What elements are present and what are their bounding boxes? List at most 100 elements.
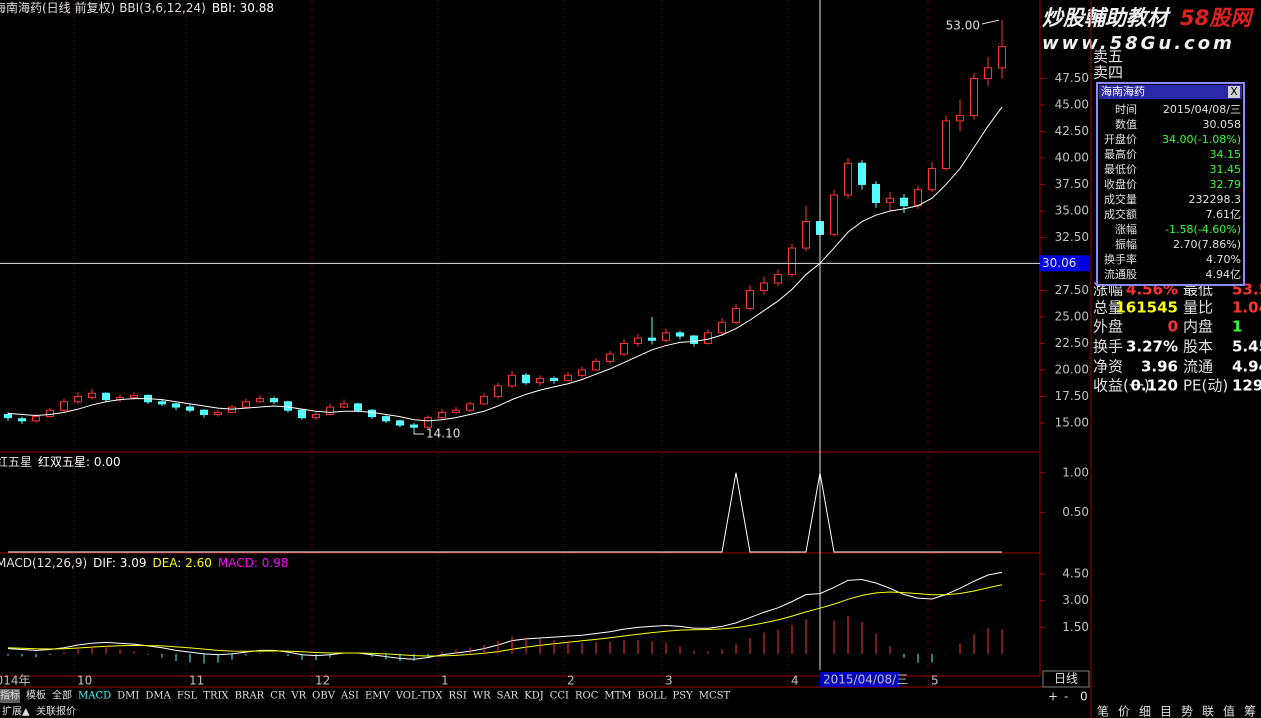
popup-value: 34.15	[1210, 148, 1242, 161]
indicator-tab[interactable]: CR	[270, 691, 286, 702]
side-tab[interactable]: 目	[1160, 705, 1172, 718]
y-tick-label: 42.50	[1055, 124, 1089, 138]
panel-title: MACD(12,26,9)	[0, 556, 87, 570]
popup-label: 流通股	[1104, 267, 1137, 281]
indicator-tab[interactable]: TRIX	[203, 691, 229, 702]
quote-label: 量比	[1183, 299, 1213, 317]
y-tick-label: 27.50	[1055, 283, 1089, 297]
cursor-date: 2015/04/08/三	[823, 673, 908, 687]
candle-body	[998, 46, 1006, 69]
indicator-tab[interactable]: RSI	[448, 691, 466, 702]
bbi-line	[7, 106, 1003, 422]
indicator-tab[interactable]: ROC	[575, 691, 599, 702]
candle-body	[620, 342, 628, 355]
candle-body	[522, 374, 530, 384]
candle-body	[424, 417, 432, 428]
candle-body	[578, 369, 586, 376]
candle-body	[536, 377, 544, 384]
annotation-arrow	[981, 19, 1000, 25]
popup-label: 振幅	[1115, 237, 1137, 251]
candle-body	[928, 168, 936, 191]
zoom-button[interactable]: 0	[1080, 690, 1088, 704]
indicator-tab[interactable]: ASI	[340, 691, 359, 702]
indicator-tab[interactable]: MCST	[699, 691, 731, 702]
indicator-tab[interactable]: VR	[290, 691, 306, 702]
indicator-tab[interactable]: CCI	[550, 691, 569, 702]
info-popup	[1096, 82, 1245, 286]
candle-body	[284, 401, 292, 411]
zoom-button[interactable]: +	[1048, 690, 1058, 704]
period-button[interactable]	[1042, 670, 1090, 688]
x-tick-label: 10	[77, 674, 92, 688]
bottom-tab[interactable]: 关联报价	[36, 705, 76, 718]
candle-body	[200, 409, 208, 415]
side-tab[interactable]: 联	[1202, 705, 1214, 718]
quote-label: 收益(一)	[1093, 377, 1150, 395]
side-tab[interactable]: 值	[1223, 704, 1235, 718]
candle-body	[256, 398, 264, 403]
popup-close[interactable]	[1228, 86, 1240, 98]
indicator-tab[interactable]: SAR	[497, 691, 519, 702]
x-tick-label: 5	[931, 674, 939, 688]
candle-body	[242, 401, 250, 408]
popup-label: 成交额	[1104, 207, 1137, 221]
quote-value: 0	[1168, 318, 1178, 336]
y-tick-label: 15.00	[1055, 415, 1089, 429]
panel-title: 海南海药(日线 前复权)	[0, 0, 115, 15]
period-label[interactable]: 日线	[1054, 672, 1078, 686]
side-tab[interactable]: 笔	[1097, 704, 1109, 718]
popup-value: 31.45	[1210, 163, 1242, 176]
y-tick-label: 1.00	[1062, 465, 1089, 479]
cursor-date-box	[820, 672, 900, 687]
x-tick-label: 1	[441, 674, 449, 688]
indicator-tab[interactable]: OBV	[312, 691, 336, 702]
indicator-tab[interactable]: KDJ	[524, 691, 544, 702]
side-tab[interactable]: 细	[1139, 705, 1151, 718]
indicator-tab[interactable]: MACD	[78, 691, 111, 702]
bottom-tab[interactable]: 扩展▲	[2, 705, 30, 718]
candle-body	[984, 67, 992, 79]
indicator-tab[interactable]: 模板	[26, 689, 46, 702]
legend-entry: MACD: 0.98	[218, 556, 289, 570]
candle-body	[46, 409, 54, 418]
candle-body	[872, 183, 880, 203]
candle-body	[466, 403, 474, 411]
indicator-tab[interactable]: FSL	[177, 691, 198, 702]
indicator-tab[interactable]: 指标	[0, 689, 20, 702]
indicator-tab[interactable]: MTM	[604, 691, 631, 702]
indicator-tab[interactable]: PSY	[673, 691, 694, 702]
zoom-button[interactable]: -	[1064, 690, 1068, 704]
covered-label: 卖四	[1093, 64, 1123, 82]
quote-label: 股本	[1183, 338, 1213, 356]
indicator-tab[interactable]: BRAR	[235, 691, 265, 702]
indicator-tab[interactable]: DMA	[145, 691, 171, 702]
popup-value: 232298.3	[1189, 193, 1242, 206]
y-tick-label: 25.00	[1055, 309, 1089, 323]
side-tab[interactable]: 势	[1181, 705, 1193, 718]
quote-value: 1.04	[1232, 299, 1261, 317]
indicator-tab[interactable]: 全部	[52, 689, 72, 702]
candle-body	[172, 403, 180, 408]
indicator-tab[interactable]: DMI	[117, 691, 139, 702]
indicator-tab[interactable]: VOL-TDX	[395, 691, 444, 702]
candle-body	[298, 409, 306, 419]
indicator-tab[interactable]: BOLL	[638, 691, 667, 702]
candle-body	[494, 385, 502, 397]
indicator-tab[interactable]: EMV	[365, 691, 391, 702]
indicator-tab[interactable]: WR	[473, 691, 491, 702]
side-tab[interactable]: 筹	[1244, 705, 1256, 718]
candle-body	[718, 321, 726, 334]
y-tick-label: 17.50	[1055, 389, 1089, 403]
macd-line	[7, 584, 1003, 657]
legend-entry: DEA: 2.60	[152, 556, 211, 570]
candle-body	[130, 394, 138, 399]
quote-label: 净资	[1093, 358, 1123, 376]
side-tab[interactable]: 价	[1118, 705, 1130, 718]
y-tick-label: 35.00	[1055, 203, 1089, 217]
x-tick-label: 12	[315, 674, 330, 688]
candle-body	[480, 395, 488, 405]
candle-body	[354, 403, 362, 411]
cursor-price: 30.06	[1042, 256, 1076, 270]
candle-body	[788, 247, 796, 276]
